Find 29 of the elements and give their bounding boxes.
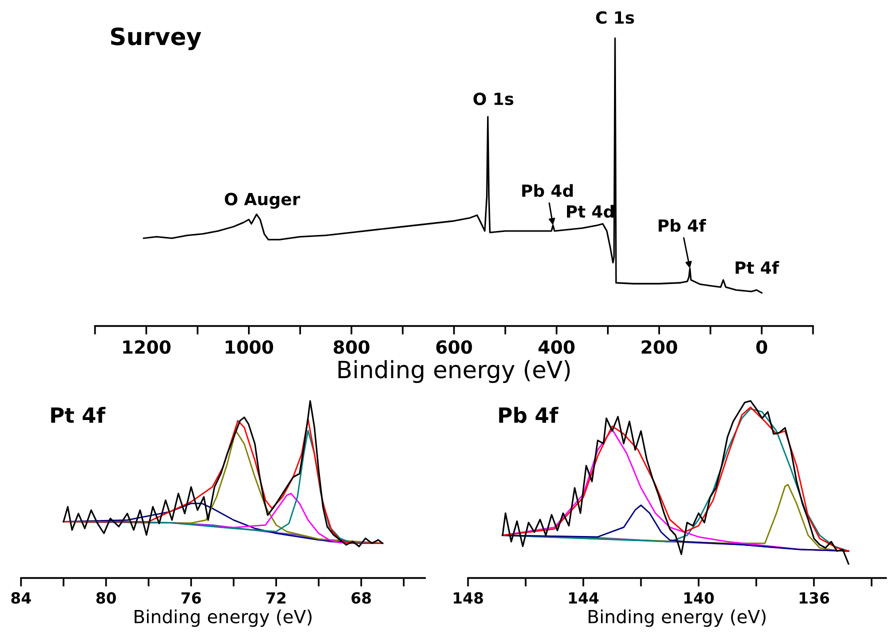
- chart-title: Pt 4f: [51, 406, 106, 423]
- x-axis-title: Binding energy (eV): [134, 609, 312, 627]
- annotation: Pb 4f: [658, 218, 706, 232]
- x-tick-label: 600: [436, 340, 472, 354]
- annotation: C 1s: [596, 11, 634, 24]
- x-tick-label: 136: [800, 592, 830, 604]
- x-tick-label: 0: [756, 340, 768, 354]
- annotation: O 1s: [473, 92, 514, 106]
- x-tick-label: 144: [569, 592, 599, 604]
- x-axis-title: Binding energy (eV): [588, 609, 766, 627]
- x-tick-label: 140: [684, 592, 714, 604]
- x-tick-label: 148: [454, 592, 483, 604]
- x-tick-label: 200: [642, 340, 678, 354]
- x-tick-label: 800: [334, 340, 370, 354]
- annotation: Pt 4d: [567, 204, 614, 218]
- x-tick-label: 1200: [123, 340, 171, 354]
- chart-title: Pb 4f: [499, 406, 558, 424]
- chart-title: Survey: [111, 27, 202, 50]
- x-tick-label: 80: [96, 592, 116, 604]
- annotation: O Auger: [224, 192, 300, 209]
- x-tick-label: 76: [181, 592, 201, 604]
- x-tick-label: 84: [11, 592, 31, 604]
- annotation: Pb 4d: [522, 184, 573, 198]
- x-tick-label: 1000: [226, 340, 274, 354]
- x-axis-title: Binding energy (eV): [338, 360, 570, 383]
- x-tick-label: 400: [538, 340, 575, 354]
- annotation: Pt 4f: [736, 261, 780, 274]
- x-tick-label: 72: [266, 592, 286, 604]
- x-tick-label: 68: [352, 592, 371, 604]
